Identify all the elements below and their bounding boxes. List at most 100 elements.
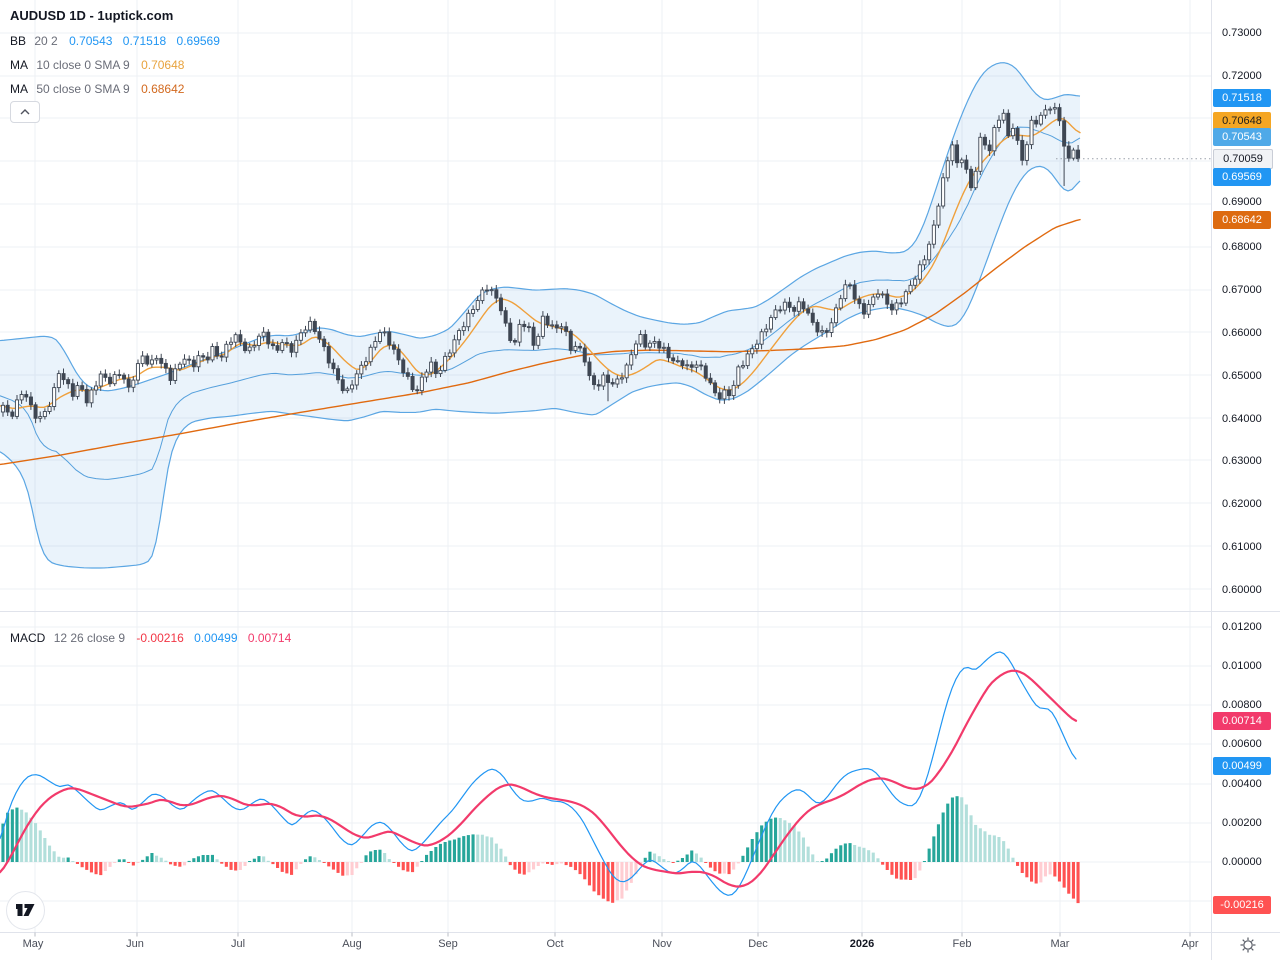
macd-histogram-bar <box>1048 862 1052 875</box>
macd-histogram-bar <box>699 857 703 862</box>
candle-body <box>969 168 974 189</box>
legend-macd[interactable]: MACD 12 26 close 9 -0.00216 0.00499 0.00… <box>10 631 298 645</box>
time-axis-label: 2026 <box>849 938 875 950</box>
candle-body <box>1048 108 1053 111</box>
axis-price-badge: 0.70059 <box>1213 149 1273 169</box>
macd-histogram-bar <box>1043 862 1047 877</box>
candle-body <box>806 308 811 314</box>
settings-gear-icon[interactable] <box>1239 936 1257 954</box>
candle-body <box>159 357 164 364</box>
candle-body <box>503 310 508 324</box>
candle-body <box>848 284 853 287</box>
time-axis-label: May <box>22 938 44 950</box>
macd-histogram-bar <box>904 862 908 880</box>
candle-body <box>66 379 71 385</box>
macd-histogram-bar <box>1002 841 1006 862</box>
macd-histogram-bar <box>969 815 973 862</box>
ma10-params: 10 close 0 SMA 9 <box>36 58 130 72</box>
candle-body <box>438 369 443 375</box>
macd-histogram-bar <box>736 862 740 864</box>
candle-body <box>899 302 904 305</box>
axis-price-badge: -0.00216 <box>1213 896 1271 914</box>
collapse-legend-button[interactable] <box>10 101 40 123</box>
macd-histogram-bar <box>350 862 354 875</box>
candle-body <box>526 326 531 329</box>
time-axis-label: Nov <box>652 938 672 950</box>
tradingview-logo-icon[interactable] <box>6 891 45 930</box>
candle-body <box>829 322 834 333</box>
candle-body <box>33 404 38 419</box>
macd-histogram-bar <box>732 862 736 870</box>
candle-body <box>931 224 936 245</box>
macd-histogram-bar <box>331 862 335 870</box>
candle-body <box>373 341 378 348</box>
candle-body <box>47 406 52 412</box>
macd-histogram-bar <box>597 862 601 896</box>
candle-body <box>280 342 285 351</box>
axis-price-badge: 0.69569 <box>1213 168 1271 186</box>
candle-body <box>871 296 876 305</box>
macd-histogram-bar <box>988 834 992 862</box>
macd-histogram-bar <box>294 862 298 870</box>
candle-body <box>987 144 992 152</box>
macd-histogram-bar <box>52 851 56 862</box>
macd-histogram-bar <box>625 862 629 891</box>
candle-body <box>699 364 704 367</box>
candle-body <box>522 323 527 328</box>
candle-body <box>782 301 787 311</box>
candle-body <box>61 373 66 381</box>
candle-body <box>596 384 601 387</box>
candle-body <box>824 330 829 333</box>
candle-body <box>675 360 680 363</box>
macd-histogram-bar <box>983 831 987 862</box>
symbol-title[interactable]: AUDUSD 1D - 1uptick.com <box>10 8 174 23</box>
axis-price-badge: 0.71518 <box>1213 89 1271 107</box>
macd-histogram-bar <box>788 822 792 862</box>
axis-label: 0.00800 <box>1222 699 1262 711</box>
macd-histogram-bar <box>890 862 894 875</box>
macd-histogram-bar <box>145 856 149 862</box>
candle-body <box>84 388 89 404</box>
macd-histogram-bar <box>657 856 661 862</box>
macd-histogram-bar <box>811 854 815 862</box>
legend-bollinger-bands[interactable]: BB 20 2 0.70543 0.71518 0.69569 <box>10 34 227 48</box>
candle-body <box>187 358 192 361</box>
candle-body <box>838 298 843 309</box>
candle-body <box>224 343 229 358</box>
candle-body <box>647 342 652 348</box>
macd-histogram-bar <box>266 860 270 862</box>
candle-body <box>1076 149 1081 160</box>
macd-histogram-bar <box>1062 862 1066 888</box>
candle-body <box>643 334 648 348</box>
candle-body <box>126 378 131 388</box>
macd-histogram-bar <box>774 817 778 862</box>
candle-body <box>889 303 894 311</box>
candle-body <box>624 364 629 379</box>
macd-histogram-bar <box>629 862 633 883</box>
legend-ma50[interactable]: MA 50 close 0 SMA 9 0.68642 <box>10 82 191 96</box>
candle-body <box>108 376 113 385</box>
candle-body <box>494 289 499 299</box>
candle-body <box>75 385 80 397</box>
candle-body <box>792 306 797 312</box>
axis-label: 0.01200 <box>1222 621 1262 633</box>
candle-body <box>713 382 718 394</box>
candle-body <box>810 312 815 323</box>
macd-histogram-bar <box>615 862 619 901</box>
macd-histogram-bar <box>769 818 773 862</box>
macd-histogram-bar <box>559 862 563 864</box>
candle-body <box>261 331 266 337</box>
candle-body <box>619 377 624 380</box>
macd-histogram-bar <box>276 862 280 868</box>
candle-body <box>471 309 476 314</box>
candle-body <box>754 343 759 350</box>
macd-histogram-bar <box>704 862 708 863</box>
macd-histogram-bar <box>24 812 28 862</box>
macd-histogram-bar <box>401 862 405 871</box>
macd-params: 12 26 close 9 <box>53 631 126 645</box>
axis-label: 0.61000 <box>1222 541 1262 553</box>
legend-ma10[interactable]: MA 10 close 0 SMA 9 0.70648 <box>10 58 191 72</box>
macd-histogram-bar <box>876 858 880 862</box>
candle-body <box>913 278 918 286</box>
